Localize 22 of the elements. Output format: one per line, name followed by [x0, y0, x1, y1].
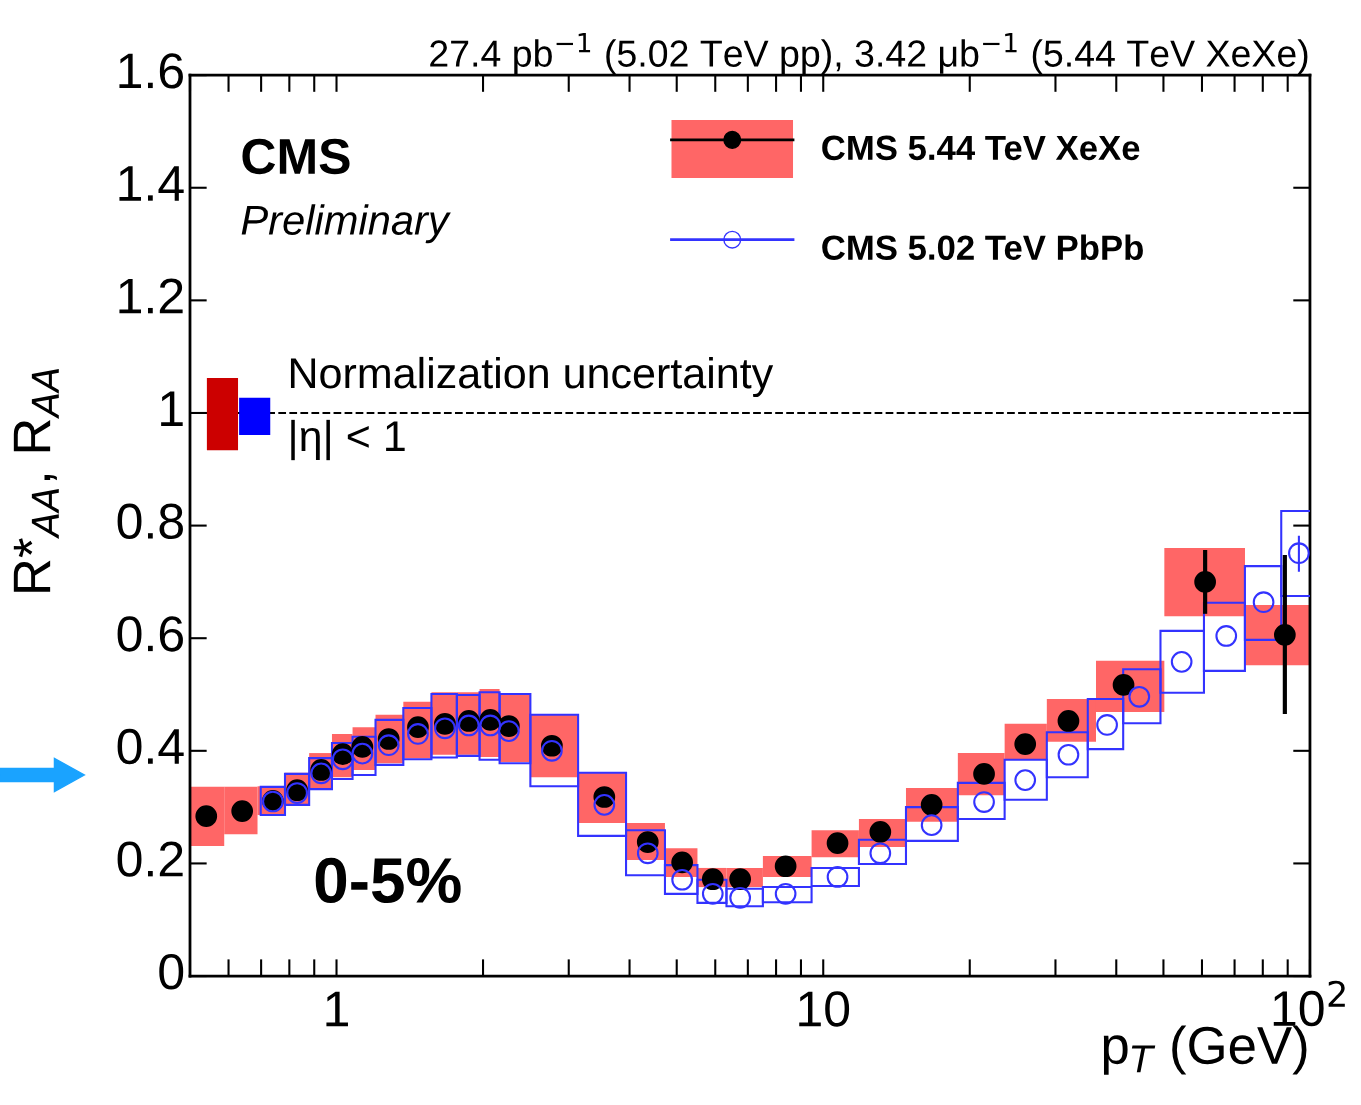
y-tick-label: 0.8 [117, 503, 183, 540]
chart-title: 27.4 pb$^{−1}$ (5.02 TeV pp), 3.42 μb$^{−1}$ (5.44 TeV XeXe) [430, 33, 1308, 75]
y-tick-label: 1.6 [119, 53, 183, 89]
y-tick-label: 1 [161, 391, 183, 426]
y-tick-label: 0.6 [117, 616, 183, 652]
legend-label: CMS 5.02 TeV PbPb [822, 234, 1143, 260]
x-tick-label: 10 [799, 991, 850, 1027]
x-axis-title: p$_{T}$ (GeV) [1103, 1025, 1307, 1075]
x-tick-label: 1 [326, 991, 348, 1027]
y-tick-label: 1.2 [119, 278, 183, 314]
y-tick-label: 0.4 [117, 728, 184, 765]
y-tick-label: 0.2 [117, 841, 183, 877]
annotation: |η| < 1 [291, 419, 405, 461]
y-tick-label: 1.4 [119, 166, 184, 201]
annotation: 0-5% [315, 857, 461, 904]
y-tick-label: 0 [159, 954, 184, 990]
legend-label: CMS 5.44 TeV XeXe [822, 135, 1140, 161]
x-tick-label: 10$^{2}$ [1273, 980, 1345, 1027]
annotation: Preliminary [241, 204, 451, 244]
annotation: Normalization uncertainty [290, 356, 774, 398]
y-axis-title: R*$_{AA}$, R$_{AA}$ [13, 369, 59, 592]
annotation: CMS [242, 138, 350, 175]
